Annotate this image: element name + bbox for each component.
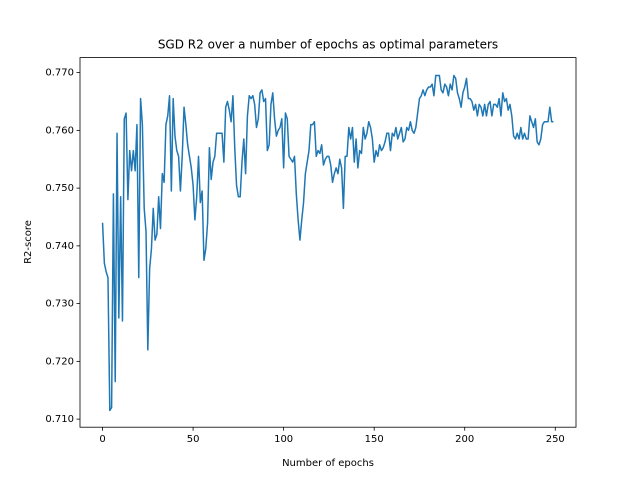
y-tick-label: 0.710 — [45, 414, 74, 425]
y-tick-label: 0.740 — [45, 241, 74, 252]
x-tick-label: 50 — [187, 434, 200, 445]
x-tick-label: 200 — [455, 434, 474, 445]
y-tick-label: 0.770 — [45, 68, 74, 79]
y-tick-label: 0.760 — [45, 125, 74, 136]
x-tick-label: 0 — [99, 434, 105, 445]
data-line — [101, 74, 554, 412]
x-tick-label: 250 — [546, 434, 565, 445]
y-tick-label: 0.720 — [45, 356, 74, 367]
x-axis-label: Number of epochs — [282, 458, 374, 469]
x-tick-label: 100 — [274, 434, 293, 445]
chart-title: SGD R2 over a number of epochs as optima… — [158, 38, 498, 52]
y-tick-label: 0.730 — [45, 299, 74, 310]
x-tick-label: 150 — [365, 434, 384, 445]
y-tick-label: 0.750 — [45, 183, 74, 194]
y-axis-label: R2-score — [23, 220, 34, 264]
plot-frame — [79, 57, 577, 428]
